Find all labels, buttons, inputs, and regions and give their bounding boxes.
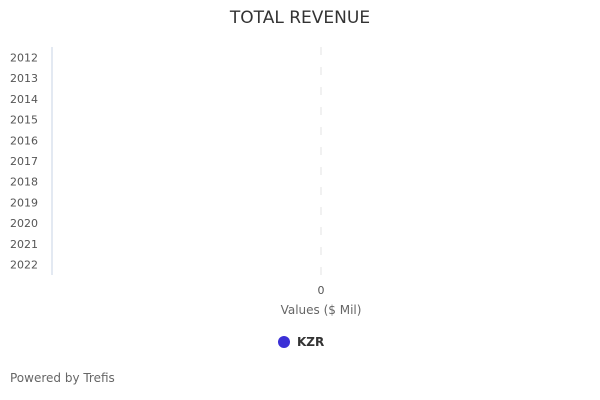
x-tick-label: 0 — [318, 284, 325, 297]
y-tick-label: 2019 — [10, 196, 38, 209]
y-tick-label: 2018 — [10, 176, 38, 189]
y-tick-label: 2016 — [10, 134, 38, 147]
legend-marker-icon — [278, 336, 290, 348]
chart-title: TOTAL REVENUE — [229, 8, 371, 28]
y-tick-label: 2012 — [10, 51, 38, 64]
y-tick-label: 2022 — [10, 259, 38, 272]
y-tick-label: 2014 — [10, 93, 38, 106]
powered-by-link[interactable]: Powered by Trefis — [10, 371, 115, 385]
y-tick-label: 2020 — [10, 217, 38, 230]
y-tick-label: 2021 — [10, 238, 38, 251]
y-tick-label: 2013 — [10, 72, 38, 85]
legend-label: KZR — [297, 335, 325, 349]
x-axis-label: Values ($ Mil) — [281, 303, 362, 317]
legend[interactable]: KZR — [278, 335, 324, 349]
y-tick-label: 2017 — [10, 155, 38, 168]
y-tick-label: 2015 — [10, 114, 38, 127]
